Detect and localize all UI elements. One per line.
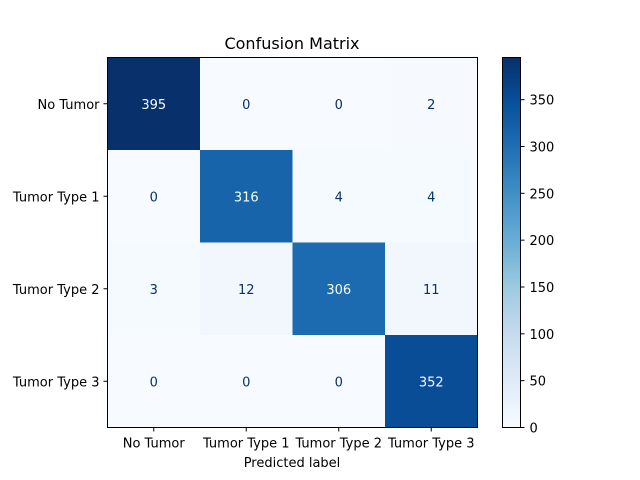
x-tick-label: Tumor Type 1 <box>202 437 290 452</box>
colorbar-frame <box>502 57 521 428</box>
x-tick-label: Tumor Type 2 <box>294 437 382 452</box>
colorbar-tick-label: 50 <box>530 375 547 390</box>
cell-value-label: 306 <box>326 283 351 298</box>
heatmap-cell <box>200 150 293 243</box>
heatmap-cell <box>200 335 293 428</box>
x-axis: No Tumor Tumor Type 1 Tumor Type 2 Tumor Ty… <box>123 427 475 452</box>
heatmap-cell <box>200 57 293 151</box>
heatmap-cell <box>292 335 386 428</box>
colorbar-tick-label: 200 <box>530 234 555 249</box>
heatmap-cell <box>107 57 201 151</box>
y-tick-label: No Tumor <box>38 98 101 113</box>
colorbar-tick-label: 150 <box>530 281 555 296</box>
heatmap-cell <box>385 335 478 428</box>
x-tick-label: Tumor Type 3 <box>387 437 475 452</box>
y-tick-label: Tumor Type 3 <box>12 375 100 390</box>
heatmap-cell <box>107 335 201 428</box>
cell-value-label: 2 <box>427 98 435 113</box>
colorbar-tick-label: 0 <box>530 422 538 437</box>
heatmap-cell <box>385 57 478 151</box>
heatmap-cell <box>292 150 386 243</box>
cell-value-label: 0 <box>150 375 158 390</box>
heatmap-cell <box>107 242 201 336</box>
heatmap-cells <box>107 57 478 428</box>
colorbar-tick-label: 300 <box>530 140 555 155</box>
heatmap-cell <box>385 150 478 243</box>
y-axis: No Tumor Tumor Type 1 Tumor Type 2 Tumor Ty… <box>12 98 108 390</box>
cell-value-label: 0 <box>242 375 250 390</box>
cell-value-label: 3 <box>150 283 158 298</box>
x-tick-label: No Tumor <box>123 437 186 452</box>
chart-title: Confusion Matrix <box>224 34 359 53</box>
cell-value-label: 316 <box>234 190 259 205</box>
heatmap-cell <box>385 242 478 336</box>
cell-value-label: 395 <box>141 98 166 113</box>
heatmap-cell <box>200 242 293 336</box>
cell-value-label: 0 <box>242 98 250 113</box>
cell-value-label: 4 <box>427 190 435 205</box>
colorbar-tick-label: 100 <box>530 328 555 343</box>
heatmap-cell-labels: 395 0 0 2 0 316 4 4 3 12 306 11 0 0 0 352 <box>141 98 443 391</box>
y-tick-label: Tumor Type 1 <box>12 190 100 205</box>
cell-value-label: 12 <box>238 283 255 298</box>
colorbar-tick-label: 350 <box>530 94 555 109</box>
colorbar-axis: 0 50 100 150 200 250 300 350 <box>520 94 555 437</box>
cell-value-label: 4 <box>335 190 343 205</box>
colorbar-tick-label: 250 <box>530 187 555 202</box>
colorbar <box>502 58 520 427</box>
cell-value-label: 352 <box>419 375 444 390</box>
plot-frame <box>107 57 478 428</box>
heatmap-cell <box>292 242 386 336</box>
y-tick-label: Tumor Type 2 <box>12 283 100 298</box>
heatmap-cell <box>292 57 386 151</box>
x-axis-label: Predicted label <box>244 456 341 471</box>
cell-value-label: 0 <box>335 375 343 390</box>
cell-value-label: 0 <box>150 190 158 205</box>
cell-value-label: 0 <box>335 98 343 113</box>
heatmap-cell <box>107 150 201 243</box>
cell-value-label: 11 <box>423 283 440 298</box>
